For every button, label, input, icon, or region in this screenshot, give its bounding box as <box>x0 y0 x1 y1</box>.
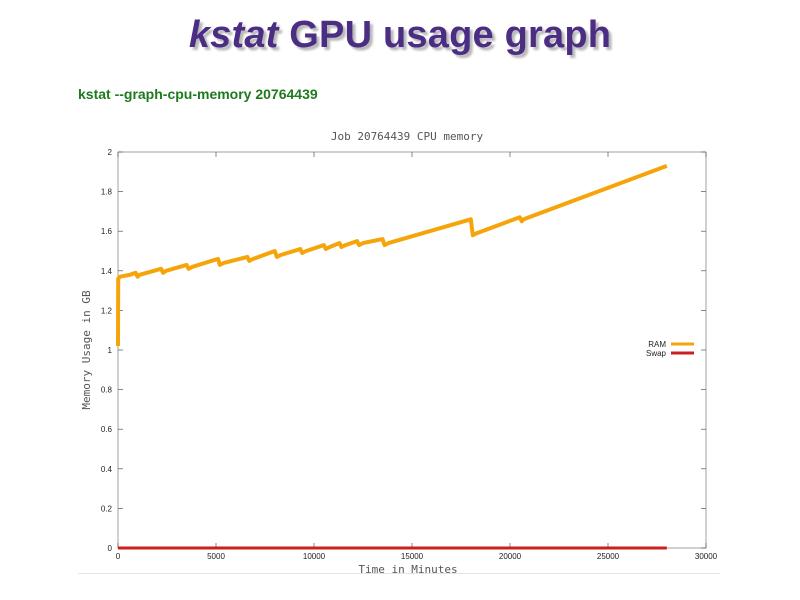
x-tick-label: 30000 <box>695 552 718 561</box>
legend-label-swap: Swap <box>646 349 667 358</box>
slide-title-command: kstat <box>188 14 279 56</box>
x-tick-label: 0 <box>116 552 121 561</box>
y-tick-label: 1.4 <box>101 267 113 276</box>
series-line-ram <box>116 164 668 347</box>
legend-label-ram: RAM <box>648 340 666 349</box>
y-tick-label: 0.4 <box>101 465 113 474</box>
x-tick-label: 15000 <box>401 552 424 561</box>
y-tick-label: 1.6 <box>101 227 113 236</box>
x-tick-label: 25000 <box>597 552 620 561</box>
y-tick-label: 0.2 <box>101 504 113 513</box>
command-line: kstat --graph-cpu-memory 20764439 <box>78 86 318 102</box>
chart-title: Job 20764439 CPU memory <box>331 130 484 143</box>
x-tick-label: 5000 <box>207 552 225 561</box>
y-tick-label: 0 <box>108 544 113 553</box>
y-tick-label: 1.8 <box>101 188 113 197</box>
y-tick-label: 1 <box>108 346 113 355</box>
y-tick-label: 0.8 <box>101 386 113 395</box>
y-axis-title: Memory Usage in GB <box>80 290 93 410</box>
x-tick-label: 10000 <box>303 552 326 561</box>
x-axis-title: Time in Minutes <box>358 563 457 576</box>
x-tick-label: 20000 <box>499 552 522 561</box>
slide-title: kstat GPU usage graph <box>0 14 800 57</box>
plot-frame <box>117 151 707 549</box>
y-tick-label: 1.2 <box>101 306 113 315</box>
y-tick-label: 2 <box>108 148 113 157</box>
slide-title-rest: GPU usage graph <box>278 14 612 56</box>
bottom-divider <box>78 573 720 574</box>
y-tick-label: 0.6 <box>101 425 113 434</box>
